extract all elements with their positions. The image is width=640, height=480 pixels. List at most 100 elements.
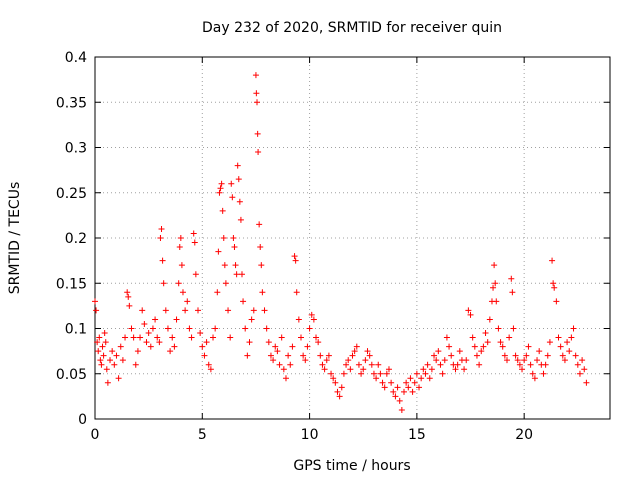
data-point <box>93 307 100 314</box>
data-point <box>574 361 581 368</box>
data-point <box>476 361 483 368</box>
x-tick-label: 15 <box>408 427 426 443</box>
y-tick-label: 0.35 <box>56 95 87 111</box>
data-point <box>182 307 189 314</box>
data-point <box>409 388 416 395</box>
data-point <box>178 262 185 269</box>
data-point <box>92 298 98 305</box>
data-point <box>167 348 174 355</box>
data-point <box>126 302 133 309</box>
data-point <box>219 207 226 214</box>
data-point <box>583 379 590 386</box>
data-point <box>197 330 204 337</box>
data-point <box>509 289 516 296</box>
data-point <box>568 334 575 341</box>
data-point <box>401 388 407 395</box>
data-point <box>293 289 300 296</box>
data-point <box>343 361 350 368</box>
data-point <box>570 325 577 332</box>
chart-title: Day 232 of 2020, SRMTID for receiver qui… <box>202 20 502 36</box>
data-point <box>145 330 152 337</box>
data-point <box>431 352 438 359</box>
data-point <box>162 307 169 314</box>
data-point <box>101 330 108 337</box>
data-point <box>212 325 219 332</box>
data-point <box>295 316 302 323</box>
data-point <box>222 280 229 287</box>
data-point <box>152 316 159 323</box>
data-point <box>321 366 328 373</box>
data-point <box>199 343 206 350</box>
data-point <box>184 298 191 305</box>
data-point <box>134 348 141 355</box>
data-point <box>540 370 547 377</box>
data-point <box>581 366 588 373</box>
data-point <box>478 348 485 355</box>
data-point <box>546 339 553 346</box>
data-point <box>561 357 568 364</box>
data-point <box>435 348 442 355</box>
data-point <box>330 375 337 382</box>
data-point <box>176 244 183 251</box>
data-point <box>482 330 489 337</box>
data-point <box>501 352 508 359</box>
data-point <box>418 375 425 382</box>
x-tick-label: 10 <box>301 427 319 443</box>
data-point <box>287 361 294 368</box>
data-point <box>122 334 129 341</box>
data-point <box>113 352 120 359</box>
data-point <box>173 316 180 323</box>
data-point <box>139 307 146 314</box>
data-point <box>248 316 255 323</box>
data-point <box>514 357 521 364</box>
data-point <box>103 366 110 373</box>
data-point <box>109 348 116 355</box>
data-point <box>143 339 150 346</box>
data-point <box>272 343 279 350</box>
data-point <box>388 379 395 386</box>
data-point <box>510 325 517 332</box>
data-point <box>96 334 103 341</box>
data-point <box>117 343 124 350</box>
data-point <box>315 339 322 346</box>
data-point <box>298 334 304 341</box>
data-point <box>416 384 423 391</box>
data-point <box>310 316 317 323</box>
data-point <box>486 316 493 323</box>
data-point <box>480 343 487 350</box>
data-point <box>413 370 420 377</box>
data-point <box>385 366 392 373</box>
data-point <box>345 357 352 364</box>
data-point <box>555 334 562 341</box>
data-point <box>381 384 388 391</box>
data-point <box>437 361 444 368</box>
data-point <box>534 357 541 364</box>
data-point <box>360 366 367 373</box>
data-point <box>292 257 299 264</box>
data-point <box>157 235 164 241</box>
data-point <box>263 325 270 332</box>
data-point <box>398 406 405 413</box>
data-point <box>448 352 455 359</box>
data-point <box>238 271 245 278</box>
data-point <box>433 357 440 364</box>
data-point <box>98 361 105 368</box>
data-point <box>246 339 253 346</box>
data-point <box>220 235 227 241</box>
data-point <box>358 370 365 377</box>
data-point <box>536 348 543 355</box>
data-point <box>137 334 144 341</box>
data-point <box>420 366 427 373</box>
data-point <box>553 298 560 305</box>
data-point <box>338 384 345 391</box>
data-point <box>497 339 504 346</box>
data-point <box>347 366 354 373</box>
data-point <box>353 343 360 350</box>
data-point <box>443 334 450 341</box>
data-point <box>424 361 431 368</box>
data-point <box>379 379 386 386</box>
data-point <box>177 235 184 241</box>
data-point <box>231 244 238 251</box>
data-point <box>362 357 369 364</box>
data-point <box>508 275 515 282</box>
